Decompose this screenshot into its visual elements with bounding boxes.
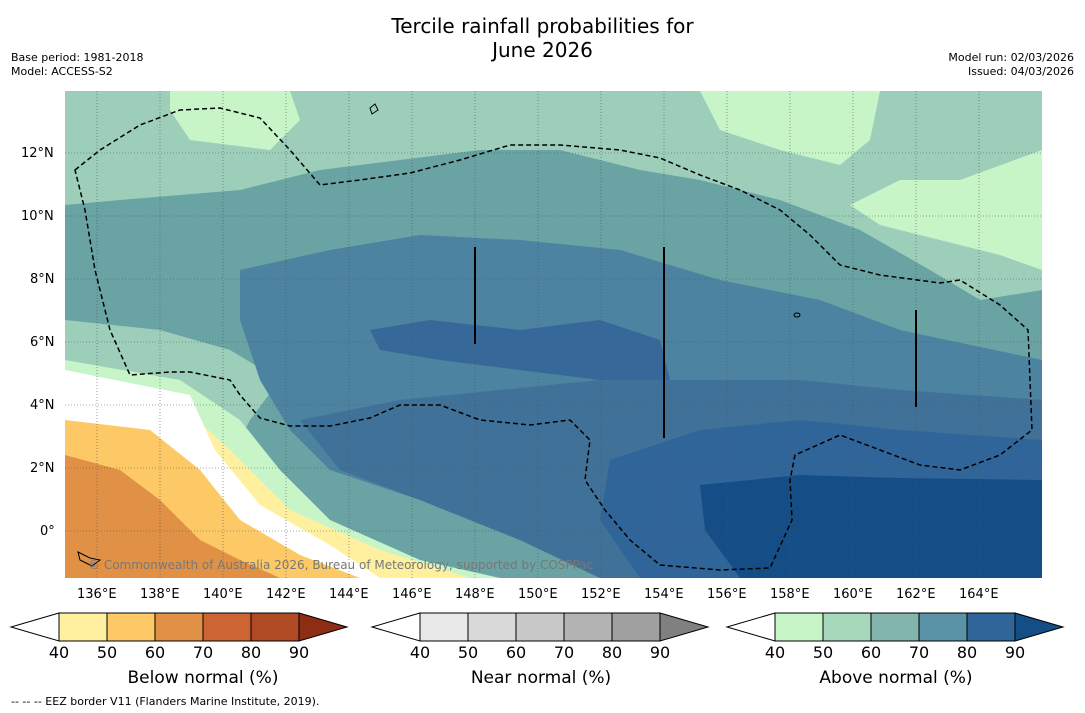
colorbar-segment — [822, 612, 872, 642]
colorbar-segment — [870, 612, 920, 642]
colorbar-near: 40 50 60 70 80 90 — [370, 612, 710, 662]
colorbar-tick-label: 50 — [813, 643, 833, 662]
lon-label-162e: 162°E — [896, 587, 936, 602]
colorbar-tick-label: 40 — [49, 643, 69, 662]
eez-footnote: -- -- -- EEZ border V11 (Flanders Marine… — [11, 695, 320, 708]
above-40-north — [170, 91, 300, 150]
colorbars: 40 50 60 70 80 90 40 50 60 70 80 90 40 50 60 70 80 90 — [9, 612, 1065, 662]
meta-right: Model run: 02/03/2026 Issued: 04/03/2026 — [948, 51, 1074, 79]
model-run: Model run: 02/03/2026 — [948, 51, 1074, 64]
colorbar-tick-label: 70 — [909, 643, 929, 662]
colorbar-tick-label: 60 — [506, 643, 526, 662]
colorbar-segment — [611, 612, 661, 642]
colorbar-segment — [419, 612, 469, 642]
lat-label-12n: 12°N — [21, 146, 54, 161]
colorbar-arrow-high — [659, 612, 710, 642]
base-period: Base period: 1981-2018 — [11, 51, 144, 64]
colorbar-above-label: Above normal (%) — [819, 668, 973, 688]
colorbar-near-label: Near normal (%) — [470, 668, 612, 688]
copyright-note: © Commonwealth of Australia 2026, Bureau… — [88, 558, 594, 572]
colorbar-arrow-high — [1014, 612, 1065, 642]
colorbar-segment — [918, 612, 968, 642]
colorbar-tick-label: 80 — [241, 643, 261, 662]
colorbar-segment — [58, 612, 108, 642]
colorbar-below: 40 50 60 70 80 90 — [9, 612, 349, 662]
below-60 — [65, 455, 280, 578]
lon-label-146e: 146°E — [392, 587, 432, 602]
lon-label-136e: 136°E — [77, 587, 117, 602]
lon-label-164e: 164°E — [959, 587, 999, 602]
lat-label-2n: 2°N — [30, 461, 55, 476]
meta-left: Base period: 1981-2018 Model: ACCESS-S2 — [11, 51, 143, 79]
colorbar-tick-label: 70 — [554, 643, 574, 662]
lat-label-10n: 10°N — [21, 209, 54, 224]
colorbar-segment — [250, 612, 300, 642]
title-line-2: June 2026 — [492, 38, 593, 62]
colorbar-arrow-low — [9, 612, 60, 642]
lon-label-150e: 150°E — [518, 587, 558, 602]
colorbar-arrow-low — [370, 612, 421, 642]
above-70-mid — [370, 320, 670, 380]
lon-label-138e: 138°E — [140, 587, 180, 602]
lat-label-6n: 6°N — [30, 335, 55, 350]
colorbar-arrow-high — [298, 612, 349, 642]
lon-label-160e: 160°E — [833, 587, 873, 602]
colorbar-tick-label: 60 — [145, 643, 165, 662]
map-title: Tercile rainfall probabilities for June … — [0, 14, 1085, 62]
lon-label-140e: 140°E — [203, 587, 243, 602]
colorbar-segment — [154, 612, 204, 642]
colorbar-tick-label: 40 — [765, 643, 785, 662]
islands — [77, 103, 801, 567]
title-line-1: Tercile rainfall probabilities for — [391, 14, 694, 38]
colorbar-tick-label: 50 — [458, 643, 478, 662]
transect-lines — [474, 247, 917, 438]
colorbar-tick-label: 90 — [1005, 643, 1025, 662]
lat-label-8n: 8°N — [30, 272, 55, 287]
lon-label-152e: 152°E — [581, 587, 621, 602]
colorbar-segment — [515, 612, 565, 642]
colorbar-tick-label: 80 — [602, 643, 622, 662]
lon-label-148e: 148°E — [455, 587, 495, 602]
colorbar-tick-label: 50 — [97, 643, 117, 662]
colorbar-segment — [106, 612, 156, 642]
colorbar-tick-label: 90 — [650, 643, 670, 662]
colorbar-arrow-low — [725, 612, 776, 642]
lat-label-4n: 4°N — [30, 398, 55, 413]
model-name: Model: ACCESS-S2 — [11, 65, 113, 78]
lon-label-154e: 154°E — [644, 587, 684, 602]
eez-border — [74, 107, 1033, 571]
colorbar-segment — [563, 612, 613, 642]
colorbar-segment — [467, 612, 517, 642]
colorbar-tick-label: 90 — [289, 643, 309, 662]
probability-field — [65, 91, 1042, 578]
colorbar-below-label: Below normal (%) — [127, 668, 279, 688]
above-40-east — [850, 150, 1042, 270]
colorbar-tick-label: 40 — [410, 643, 430, 662]
issued-date: Issued: 04/03/2026 — [967, 65, 1074, 78]
colorbar-above: 40 50 60 70 80 90 — [725, 612, 1065, 662]
lon-label-142e: 142°E — [266, 587, 306, 602]
lon-label-158e: 158°E — [770, 587, 810, 602]
colorbar-tick-label: 80 — [957, 643, 977, 662]
lon-label-156e: 156°E — [707, 587, 747, 602]
colorbar-segment — [774, 612, 824, 642]
above-90 — [700, 475, 1042, 578]
colorbar-tick-label: 60 — [861, 643, 881, 662]
lon-label-144e: 144°E — [329, 587, 369, 602]
lat-label-0: 0° — [40, 524, 55, 539]
colorbar-tick-label: 70 — [193, 643, 213, 662]
colorbar-segment — [202, 612, 252, 642]
colorbar-segment — [966, 612, 1016, 642]
